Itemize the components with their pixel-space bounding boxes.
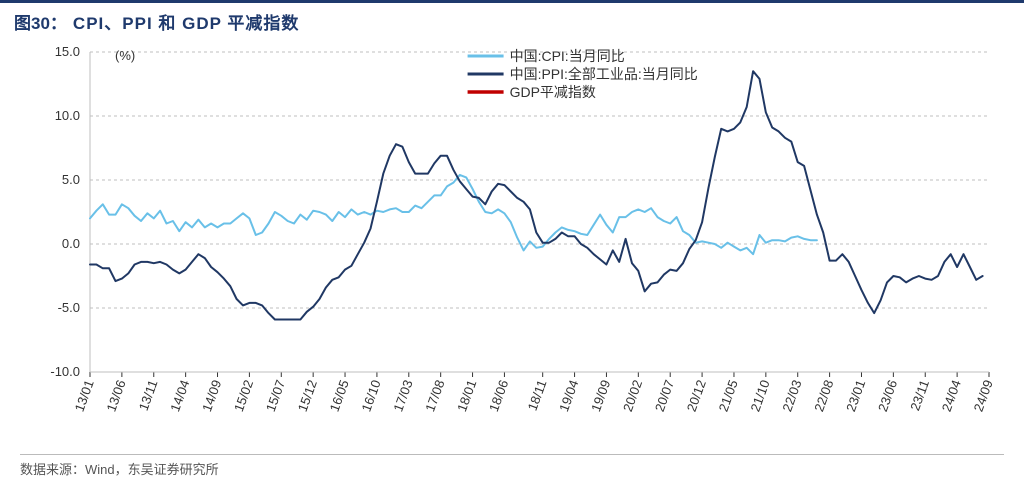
source-text: 数据来源：Wind，东吴证券研究所 [20, 462, 219, 477]
x-tick-label: 14/09 [199, 378, 224, 414]
y-tick-label: 5.0 [62, 172, 80, 187]
y-unit-label: (%) [115, 48, 135, 63]
x-tick-label: 21/05 [716, 378, 741, 414]
chart-svg: -10.0-5.00.05.010.015.013/0113/0613/1114… [20, 42, 1004, 452]
footer: 数据来源：Wind，东吴证券研究所 [20, 454, 1004, 478]
x-tick-label: 24/09 [971, 378, 996, 414]
x-tick-label: 17/08 [422, 378, 447, 414]
x-tick-label: 13/06 [103, 378, 128, 414]
x-tick-label: 22/03 [779, 378, 804, 414]
y-tick-label: -10.0 [50, 364, 80, 379]
legend-label: 中国:PPI:全部工业品:当月同比 [510, 66, 698, 82]
title-bar: 图30： CPI、PPI 和 GDP 平减指数 [0, 0, 1024, 38]
legend-label: 中国:CPI:当月同比 [510, 48, 625, 64]
x-tick-label: 23/06 [875, 378, 900, 414]
x-tick-label: 15/07 [263, 378, 288, 414]
x-tick-label: 18/01 [454, 378, 479, 414]
x-tick-label: 20/07 [652, 378, 677, 414]
x-tick-label: 23/01 [843, 378, 868, 414]
y-tick-label: 0.0 [62, 236, 80, 251]
series-ppi [90, 71, 983, 319]
x-tick-label: 13/01 [72, 378, 97, 414]
x-tick-label: 18/06 [486, 378, 511, 414]
x-tick-label: 15/12 [295, 378, 320, 414]
x-tick-label: 14/04 [167, 378, 192, 414]
x-tick-label: 18/11 [525, 378, 550, 413]
x-tick-label: 17/03 [390, 378, 415, 414]
x-tick-label: 15/02 [231, 378, 256, 414]
x-tick-label: 19/04 [556, 378, 581, 414]
x-tick-label: 16/05 [327, 378, 352, 414]
y-tick-label: 15.0 [55, 44, 80, 59]
x-tick-label: 22/08 [811, 378, 836, 414]
chart-area: -10.0-5.00.05.010.015.013/0113/0613/1114… [20, 42, 1004, 452]
x-tick-label: 16/10 [359, 378, 384, 414]
y-tick-label: -5.0 [58, 300, 80, 315]
x-tick-label: 13/11 [136, 378, 161, 413]
x-tick-label: 24/04 [939, 378, 964, 414]
figure-title: CPI、PPI 和 GDP 平减指数 [73, 9, 299, 34]
x-tick-label: 23/11 [907, 378, 932, 413]
figure-container: 图30： CPI、PPI 和 GDP 平减指数 -10.0 -5.0 0.0 5.0 1… [0, 0, 1024, 502]
y-tick-label: 10.0 [55, 108, 80, 123]
legend-label: GDP平减指数 [510, 84, 596, 100]
x-tick-label: 20/02 [620, 378, 645, 414]
x-tick-label: 21/10 [747, 378, 772, 414]
x-tick-label: 20/12 [684, 378, 709, 414]
x-tick-label: 19/09 [588, 378, 613, 414]
figure-index: 图30： [14, 9, 67, 34]
